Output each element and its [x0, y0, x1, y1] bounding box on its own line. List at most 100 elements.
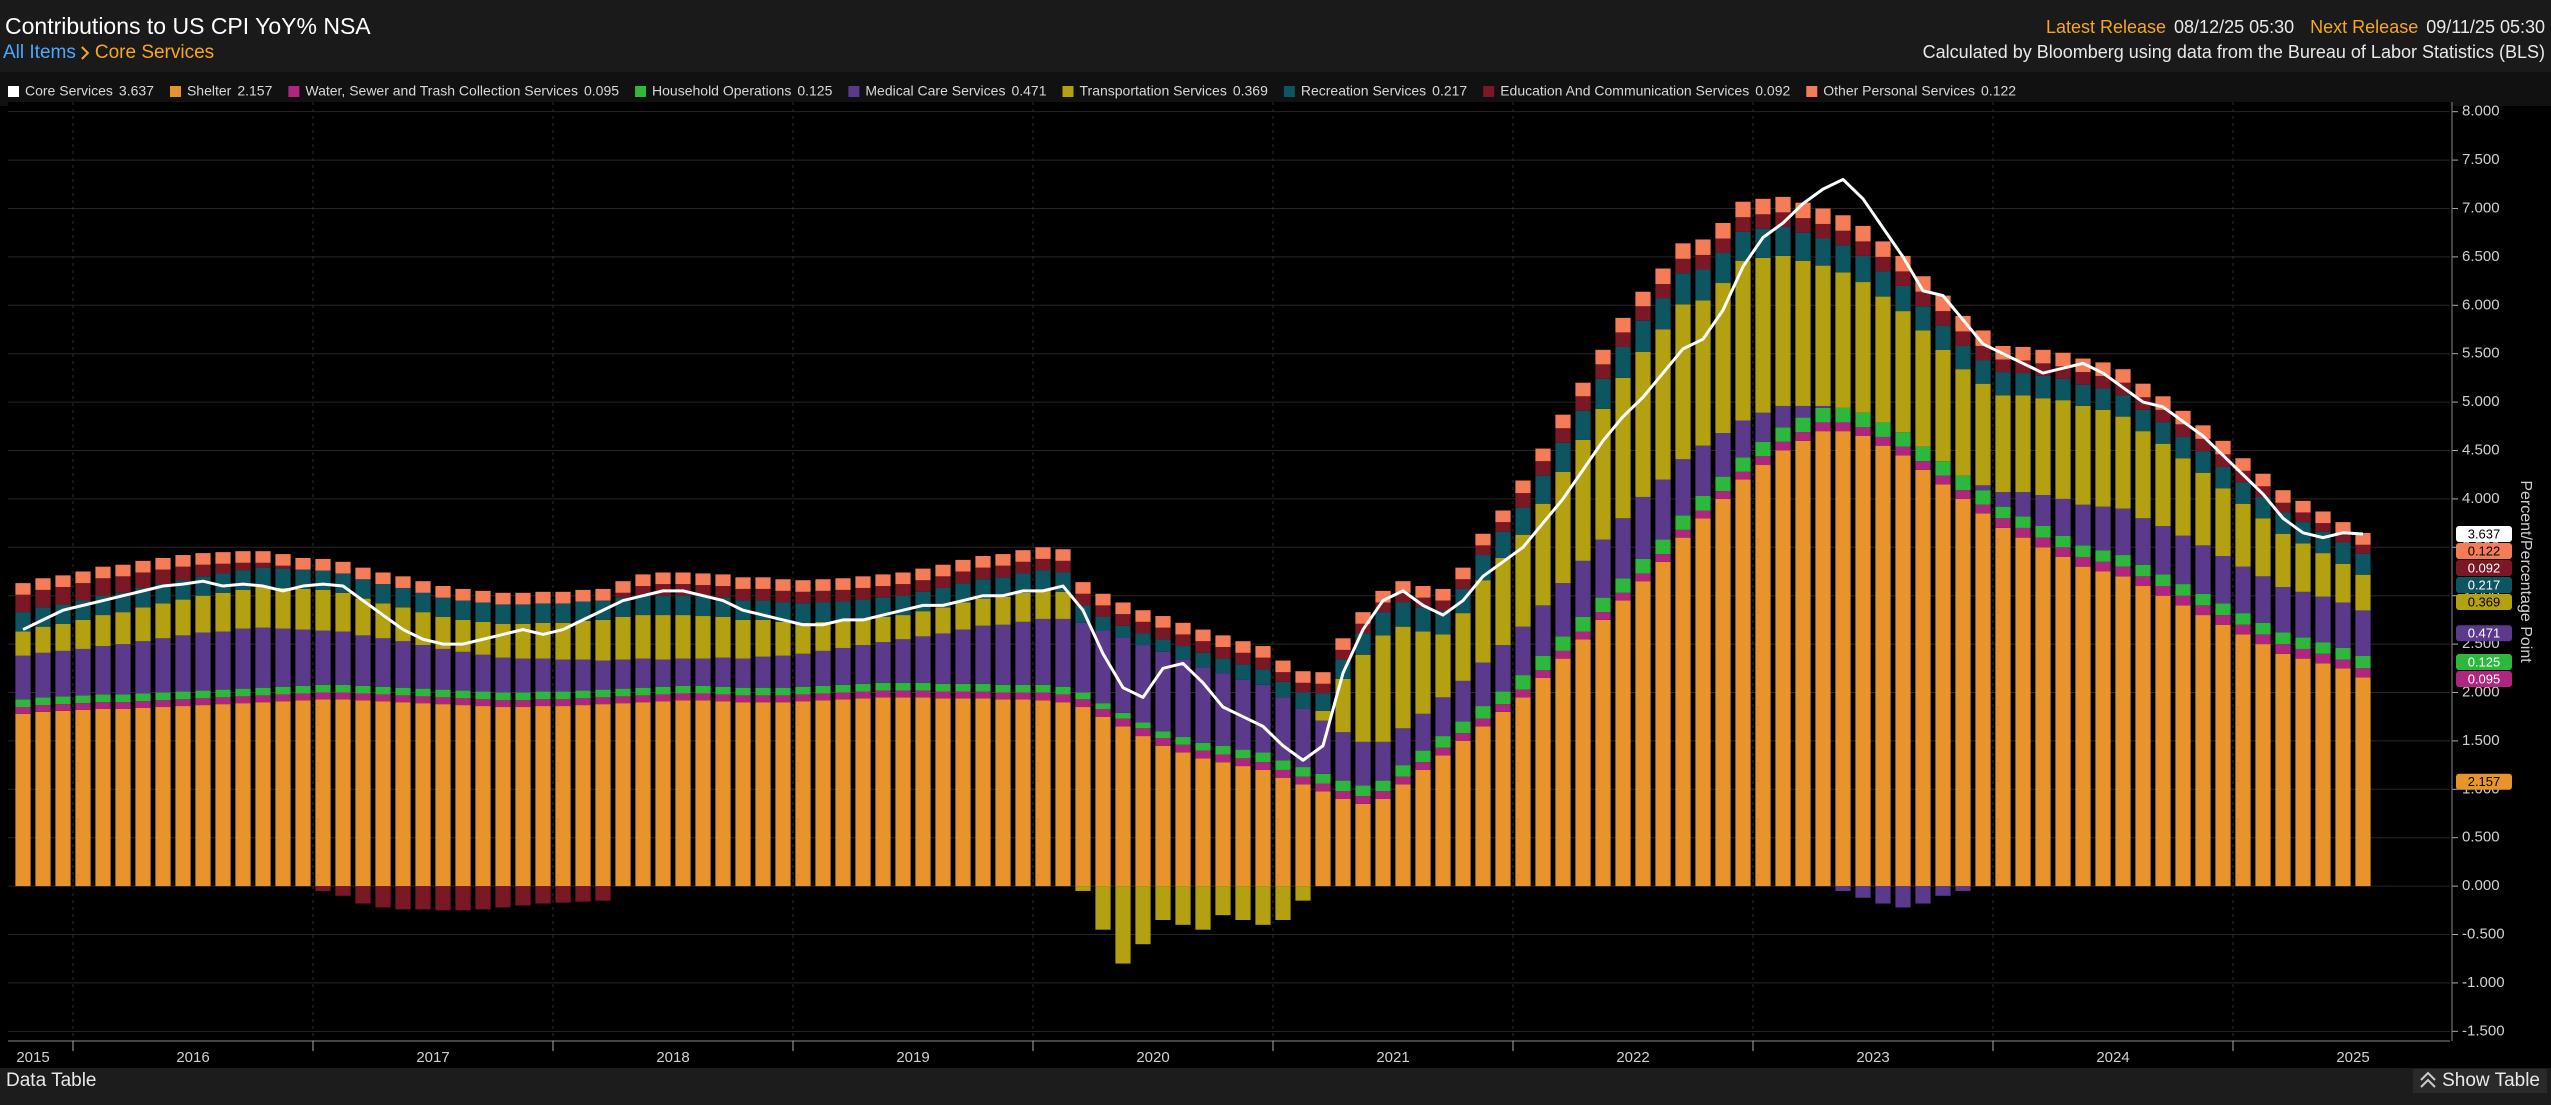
bar-segment [1035, 618, 1051, 685]
bar-segment [1855, 435, 1871, 887]
bar-segment [1915, 446, 1931, 462]
bar-segment [1255, 646, 1271, 658]
bar-segment [1475, 662, 1491, 707]
bar-segment [1215, 673, 1231, 746]
bar-segment [1975, 490, 1991, 505]
bar-segment [1035, 692, 1051, 701]
bar-segment [1715, 498, 1731, 887]
bar-segment [1995, 359, 2011, 373]
bar-segment [1195, 886, 1211, 930]
bar-segment [1695, 445, 1711, 496]
bar-segment [275, 587, 291, 629]
show-table-text[interactable]: Show Table [2442, 1070, 2540, 1091]
bar-segment [1175, 646, 1191, 660]
bar-segment [1955, 498, 1971, 887]
bar-segment [215, 631, 231, 690]
bar-segment [2155, 409, 2171, 423]
bar-segment [215, 552, 231, 564]
bar-segment [915, 697, 931, 887]
bar-segment [475, 654, 491, 692]
bar-segment [15, 583, 31, 595]
bar-segment [735, 687, 751, 696]
x-tick-label: 2020 [1136, 1049, 1169, 1066]
bar-segment [355, 635, 371, 686]
bar-segment [895, 572, 911, 585]
bar-segment [415, 688, 431, 697]
bar-segment [1795, 432, 1811, 441]
bar-segment [815, 685, 831, 694]
bar-segment [695, 573, 711, 586]
bar-segment [415, 886, 431, 910]
bar-segment [2355, 553, 2371, 575]
bar-segment [1655, 561, 1671, 887]
bar-segment [455, 705, 471, 887]
bar-segment [1395, 592, 1411, 603]
bar-segment [1815, 223, 1831, 239]
bar-segment [1235, 679, 1251, 750]
bar-segment [175, 699, 191, 707]
bar-segment [115, 694, 131, 703]
y-tick-label: 4.500 [2462, 441, 2500, 458]
bar-segment [2015, 492, 2031, 517]
value-tag-label: 0.125 [2468, 654, 2501, 669]
bar-segment [1415, 762, 1431, 770]
bar-segment [2135, 383, 2151, 398]
bar-segment [1755, 441, 1771, 457]
bar-segment [455, 690, 471, 699]
bar-segment [1175, 752, 1191, 887]
bar-segment [1215, 647, 1231, 659]
bar-segment [1855, 255, 1871, 283]
bar-segment [2015, 373, 2031, 396]
bar-segment [1095, 593, 1111, 606]
bar-segment [95, 615, 111, 647]
bar-segment [555, 591, 571, 604]
bar-segment [55, 575, 71, 587]
bar-segment [495, 692, 511, 701]
bar-segment [1675, 529, 1691, 538]
bar-segment [1295, 682, 1311, 693]
bar-segment [1875, 436, 1891, 446]
bar-segment [835, 620, 851, 648]
legend-swatch [1806, 86, 1818, 97]
bar-segment [1395, 581, 1411, 593]
bar-segment [835, 601, 851, 621]
bar-segment [855, 587, 871, 600]
bar-segment [1175, 622, 1191, 635]
bar-segment [235, 688, 251, 697]
y-tick-label: 6.000 [2462, 296, 2500, 313]
bar-segment [675, 615, 691, 659]
bar-segment [935, 607, 951, 634]
bar-segment [715, 574, 731, 587]
bar-segment [1395, 728, 1411, 766]
bar-segment [135, 607, 151, 642]
bar-segment [2215, 556, 2231, 604]
bar-segment [935, 691, 951, 699]
bar-segment [1735, 201, 1751, 218]
data-table-label: Data Table [6, 1070, 97, 1091]
bar-segment [1055, 560, 1071, 573]
bar-segment [1475, 726, 1491, 887]
bar-segment [2175, 584, 2191, 596]
bar-segment [615, 703, 631, 887]
bar-segment [795, 580, 811, 592]
bar-segment [1955, 886, 1971, 891]
bar-segment [635, 595, 651, 616]
legend-swatch [1283, 86, 1295, 97]
breadcrumb-link[interactable]: All Items [3, 42, 76, 63]
bar-segment [1815, 422, 1831, 432]
bar-segment [1555, 636, 1571, 651]
legend-value: 0.217 [1432, 83, 1467, 99]
bar-segment [155, 700, 171, 708]
bar-segment [675, 572, 691, 585]
bar-segment [1215, 754, 1231, 763]
bar-segment [1995, 518, 2011, 528]
bar-segment [1315, 710, 1331, 721]
show-table-button[interactable] [2413, 1069, 2547, 1093]
bar-segment [2135, 431, 2151, 519]
bar-segment [815, 602, 831, 622]
bar-segment [1355, 785, 1371, 797]
bar-segment [1035, 684, 1051, 693]
bar-segment [535, 706, 551, 887]
bar-segment [815, 621, 831, 651]
bar-segment [1135, 736, 1151, 887]
